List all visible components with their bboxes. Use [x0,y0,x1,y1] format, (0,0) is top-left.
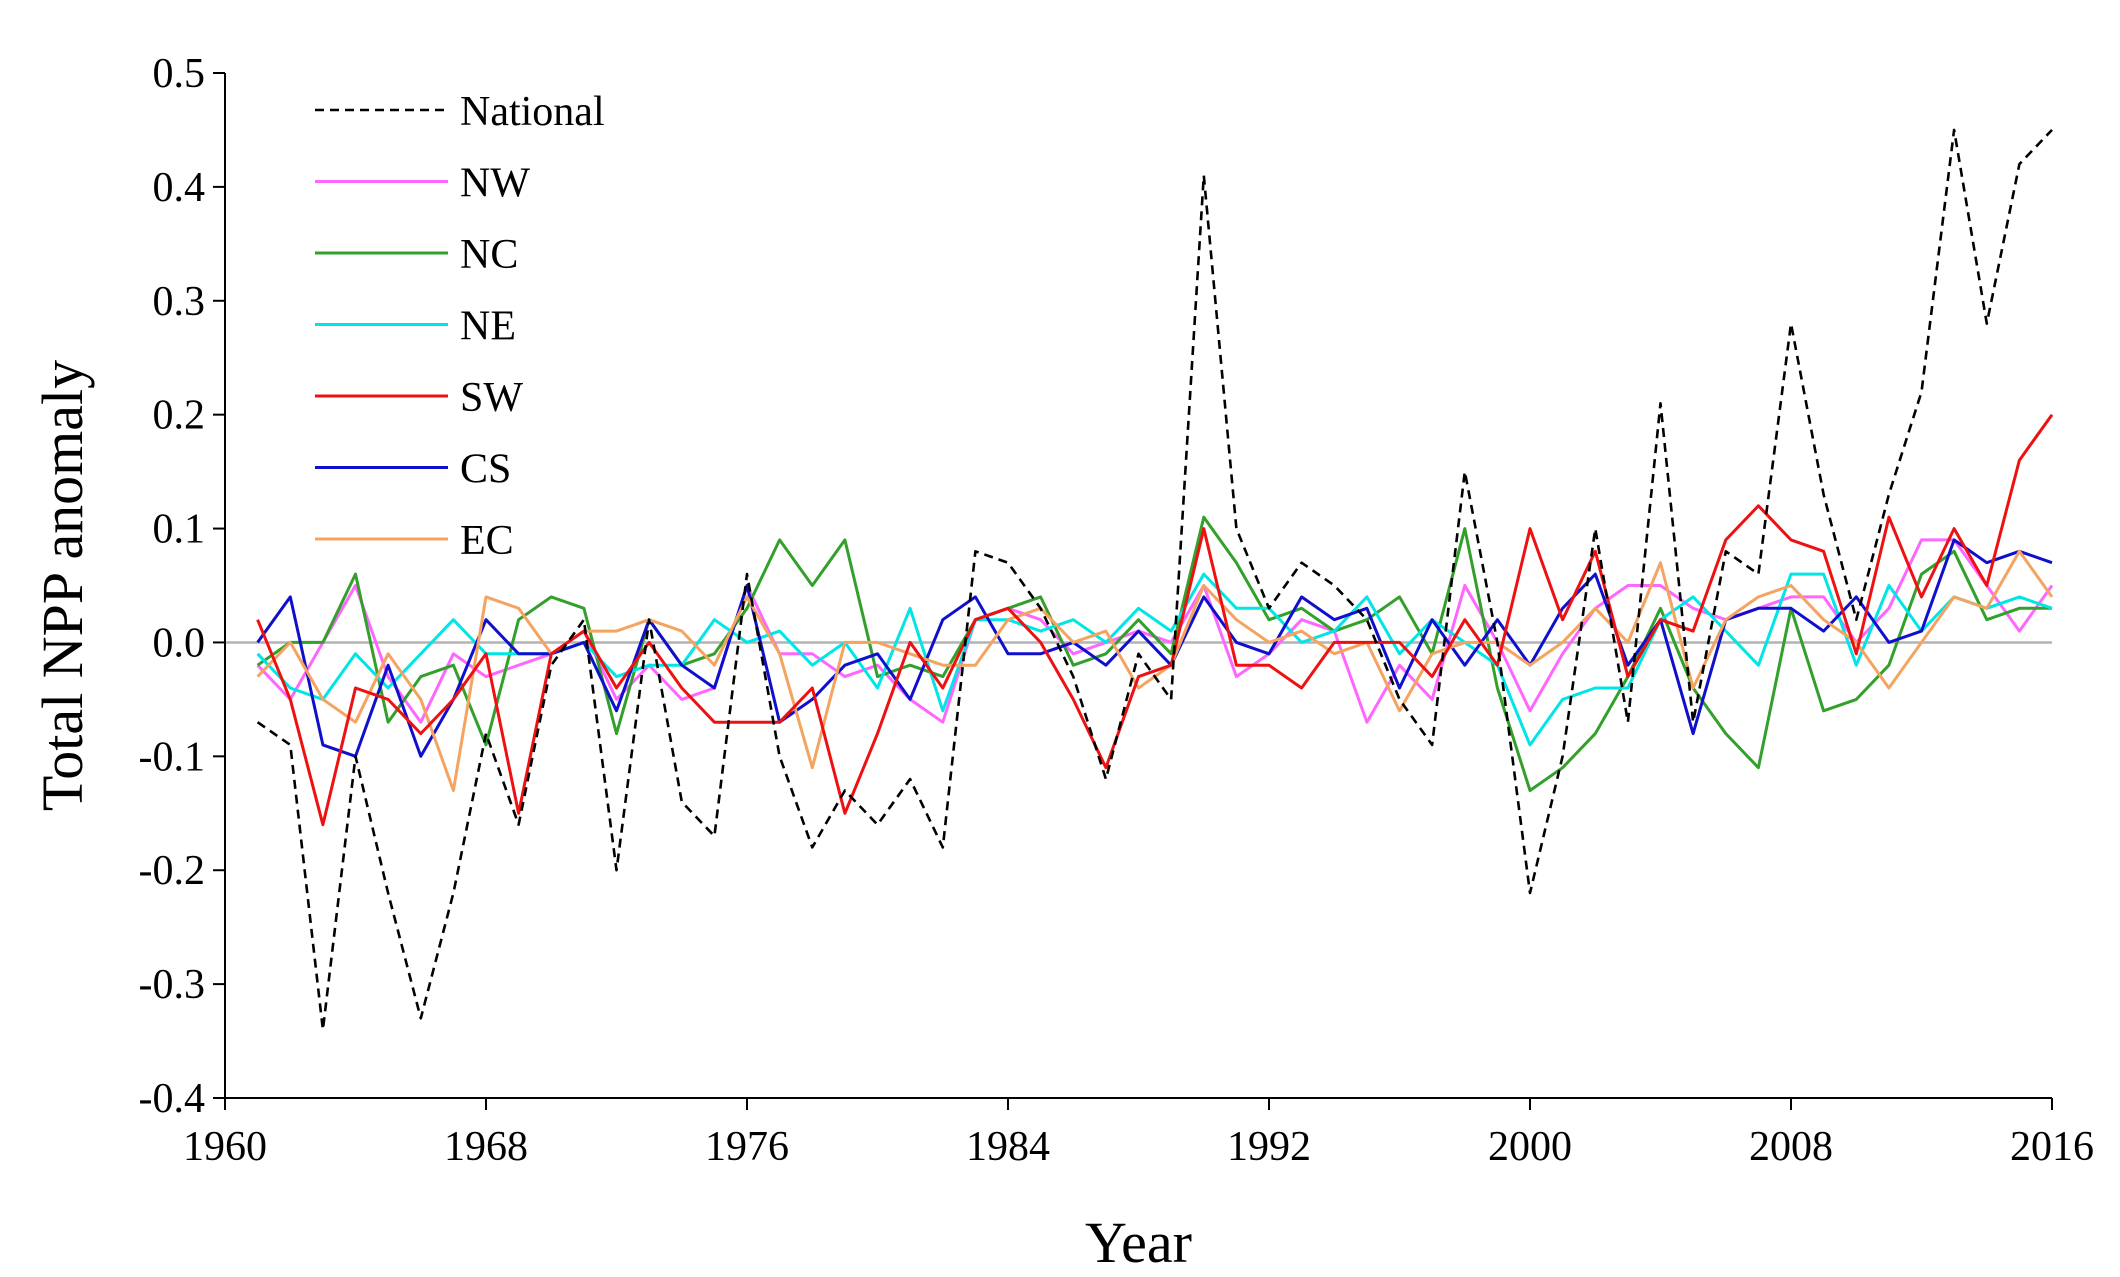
legend-label-ne: NE [460,304,516,350]
x-tick-label: 1968 [444,1124,528,1170]
x-tick-label: 2000 [1488,1124,1572,1170]
legend-label-national: National [460,89,605,135]
series-line-sw [256,413,2054,827]
y-tick-label: -0.4 [139,1076,206,1122]
x-tick-label: 2008 [1749,1124,1833,1170]
x-tick-label: 1992 [1227,1124,1311,1170]
y-tick-label: 0.5 [153,51,206,97]
y-tick-label: 0.0 [153,620,206,666]
y-tick-label: -0.1 [139,734,206,780]
y-tick-label: 0.3 [153,279,206,325]
y-tick-label: 0.2 [153,393,206,439]
x-tick-label: 2016 [2010,1124,2094,1170]
y-tick-label: 0.1 [153,507,206,553]
axis-ticks: -0.4 -0.3 -0.2 -0.1 0.0 0.1 0.2 0.3 0.4 0.5 1960 19… [139,51,2095,1170]
legend-label-cs: CS [460,447,511,493]
series-line-nw [256,538,2054,724]
x-tick-label: 1984 [966,1124,1050,1170]
axes [224,73,2052,1099]
y-tick-label: -0.2 [139,848,206,894]
legend-label-sw: SW [460,375,523,421]
y-axis-title: Total NPP anomaly [30,360,95,811]
x-tick-label: 1976 [705,1124,789,1170]
series-line-cs [256,538,2053,758]
legend: National NW NC NE SW CS EC [315,89,605,564]
series-line-nc [256,515,2052,792]
series-lines [256,128,2054,1031]
series-line-national [256,128,2053,1031]
y-tick-label: -0.3 [139,962,206,1008]
x-axis-title: Year [1085,1210,1192,1275]
series-line-ne [256,572,2053,747]
legend-label-ec: EC [460,518,514,564]
x-tick-label: 1960 [183,1124,267,1170]
legend-label-nw: NW [460,161,530,207]
legend-label-nc: NC [460,232,518,278]
y-tick-label: 0.4 [153,165,206,211]
